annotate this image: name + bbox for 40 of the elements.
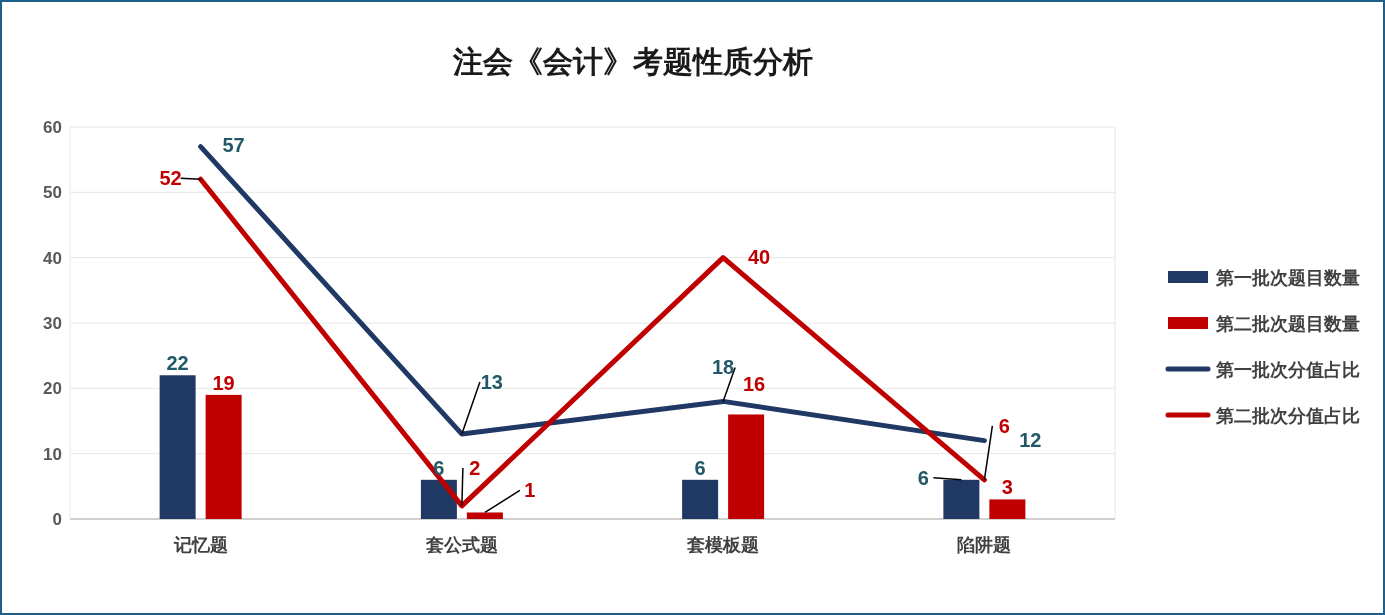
chart-title: 注会《会计》考题性质分析 xyxy=(451,45,813,78)
legend-label: 第一批次题目数量 xyxy=(1215,268,1360,288)
y-tick-label: 40 xyxy=(43,248,62,268)
bar xyxy=(682,479,719,519)
x-tick-label: 套模板题 xyxy=(686,535,760,555)
bar xyxy=(159,375,196,519)
data-label: 16 xyxy=(743,373,766,396)
data-label: 2 xyxy=(469,456,481,479)
data-label: 18 xyxy=(712,356,735,379)
y-tick-label: 60 xyxy=(43,118,62,137)
y-tick-label: 0 xyxy=(52,510,62,529)
data-label: 57 xyxy=(222,133,245,156)
data-label: 40 xyxy=(748,245,771,268)
data-label: 6 xyxy=(694,456,706,479)
data-label: 6 xyxy=(998,414,1010,437)
y-tick-label: 50 xyxy=(43,183,62,203)
data-label: 19 xyxy=(212,371,235,394)
legend-label: 第二批次题目数量 xyxy=(1215,314,1360,334)
bar xyxy=(205,394,242,519)
data-label: 12 xyxy=(1019,428,1042,451)
bar xyxy=(728,414,765,519)
data-label: 3 xyxy=(1001,476,1013,499)
y-tick-label: 20 xyxy=(43,379,62,399)
bar xyxy=(420,479,457,519)
data-label: 22 xyxy=(166,352,189,375)
x-tick-label: 记忆题 xyxy=(172,535,228,555)
y-tick-label: 30 xyxy=(43,314,62,333)
data-label: 6 xyxy=(917,466,929,489)
legend-label: 第二批次分值占比 xyxy=(1215,406,1360,426)
legend-label: 第一批次分值占比 xyxy=(1215,360,1360,380)
x-tick-label: 套公式题 xyxy=(424,535,498,555)
data-label: 1 xyxy=(524,479,536,502)
x-tick-label: 陷阱题 xyxy=(957,535,1012,555)
data-label: 6 xyxy=(433,456,445,479)
bar xyxy=(943,479,980,519)
data-label: 13 xyxy=(480,371,503,394)
y-tick-label: 10 xyxy=(43,444,62,464)
bar xyxy=(466,512,503,519)
bar xyxy=(989,499,1026,519)
data-label: 52 xyxy=(159,167,182,190)
